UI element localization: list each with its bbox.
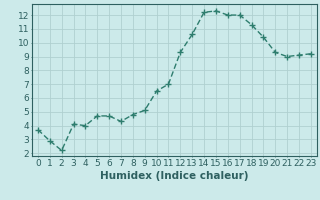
X-axis label: Humidex (Indice chaleur): Humidex (Indice chaleur): [100, 171, 249, 181]
